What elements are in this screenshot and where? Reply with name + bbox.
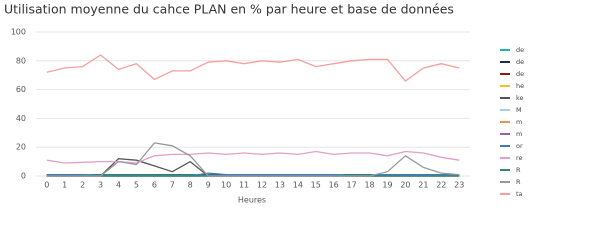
y-tick-label: 100 xyxy=(11,28,26,37)
x-tick-label: 16 xyxy=(329,181,339,190)
x-tick-label: 2 xyxy=(80,181,85,190)
x-tick-label: 4 xyxy=(116,181,121,190)
x-tick-label: 19 xyxy=(382,181,392,190)
legend-label: de xyxy=(516,46,524,54)
chart-title: Utilisation moyenne du cahce PLAN en % p… xyxy=(4,2,454,17)
x-tick-label: 20 xyxy=(400,181,410,190)
chart: Utilisation moyenne du cahce PLAN en % p… xyxy=(4,2,524,205)
legend-label: de xyxy=(516,58,524,66)
x-tick-label: 1 xyxy=(62,181,67,190)
x-tick-label: 18 xyxy=(364,181,374,190)
legend-label: R xyxy=(516,166,521,174)
legend-label: ke xyxy=(516,94,524,102)
legend-label: ta xyxy=(516,190,523,198)
y-tick-label: 20 xyxy=(16,143,26,152)
legend-label: M xyxy=(516,106,522,114)
y-tick-label: 80 xyxy=(16,56,26,65)
x-tick-label: 10 xyxy=(221,181,231,190)
legend-label: m xyxy=(516,130,522,138)
x-tick-label: 5 xyxy=(134,181,139,190)
series-line xyxy=(46,142,460,177)
legend-label: or xyxy=(516,142,523,150)
x-tick-label: 21 xyxy=(418,181,428,190)
x-axis-label: Heures xyxy=(238,196,266,205)
series-line xyxy=(46,54,460,82)
y-tick-label: 40 xyxy=(16,114,26,123)
x-tick-label: 13 xyxy=(275,181,285,190)
x-tick-label: 23 xyxy=(454,181,464,190)
x-tick-label: 12 xyxy=(257,181,267,190)
x-tick-label: 11 xyxy=(239,181,249,190)
x-tick-label: 8 xyxy=(188,181,193,190)
x-tick-label: 9 xyxy=(206,181,211,190)
x-tick-label: 7 xyxy=(170,181,175,190)
y-tick-label: 60 xyxy=(16,85,26,94)
legend-label: re xyxy=(516,154,523,162)
series-line xyxy=(46,150,460,164)
x-tick-label: 0 xyxy=(44,181,49,190)
x-tick-label: 15 xyxy=(311,181,321,190)
x-tick-label: 6 xyxy=(152,181,157,190)
legend-label: de xyxy=(516,70,524,78)
x-tick-label: 14 xyxy=(293,181,303,190)
x-tick-label: 17 xyxy=(347,181,357,190)
x-tick-label: 22 xyxy=(436,181,446,190)
legend-label: m xyxy=(516,118,522,126)
legend-label: he xyxy=(516,82,524,90)
legend-label: R xyxy=(516,178,521,186)
x-tick-label: 3 xyxy=(98,181,103,190)
y-tick-label: 0 xyxy=(21,172,26,181)
